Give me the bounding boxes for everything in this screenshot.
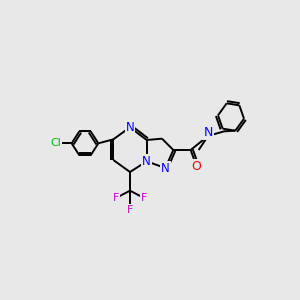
- Text: N: N: [203, 125, 213, 139]
- Text: O: O: [192, 160, 202, 173]
- Text: F: F: [113, 193, 119, 203]
- Text: N: N: [142, 155, 151, 168]
- Text: Cl: Cl: [50, 138, 61, 148]
- Text: N: N: [161, 161, 170, 175]
- Text: F: F: [127, 205, 133, 215]
- Text: F: F: [141, 193, 147, 203]
- Text: N: N: [126, 121, 134, 134]
